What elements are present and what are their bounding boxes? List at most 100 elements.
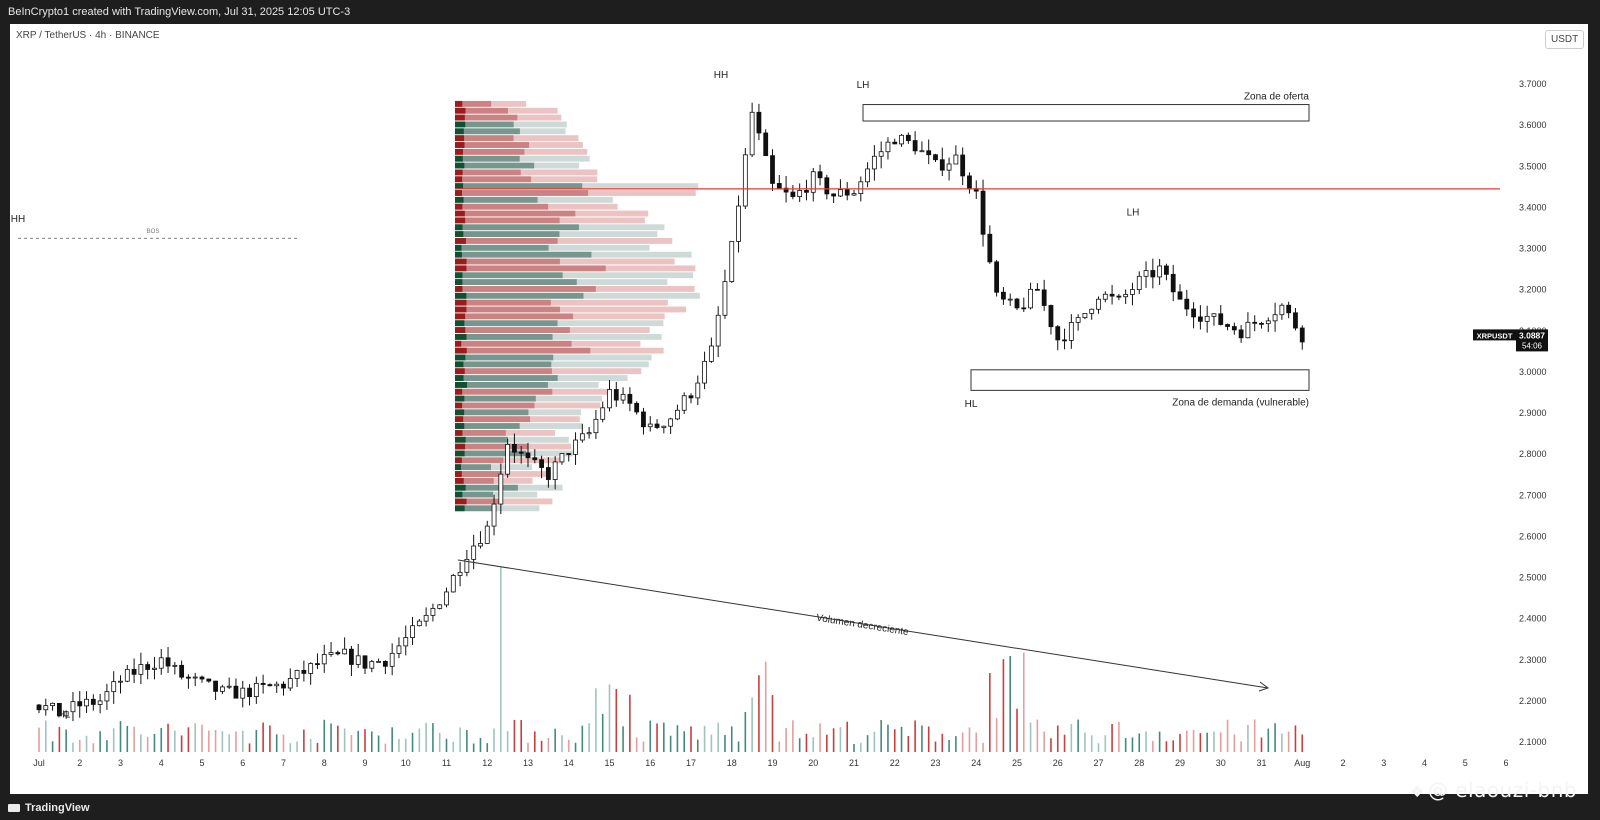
profile-row-core bbox=[455, 169, 463, 176]
profile-row-inner bbox=[455, 484, 518, 491]
profile-row-core bbox=[455, 155, 463, 162]
price-chart[interactable]: Zona de oferta Zona de demanda (vulnerabl… bbox=[0, 0, 1600, 796]
annotation-label: Zona de demanda (vulnerable) bbox=[1172, 397, 1309, 408]
candle-down bbox=[179, 664, 185, 678]
annotation-label: LH bbox=[1127, 208, 1140, 219]
candle-down bbox=[641, 411, 646, 428]
profile-row-core bbox=[455, 238, 466, 244]
candle-up bbox=[1130, 289, 1135, 295]
candle-down bbox=[382, 660, 388, 667]
candle-up bbox=[369, 661, 375, 669]
candle-up bbox=[1245, 321, 1251, 339]
profile-row-core bbox=[455, 416, 464, 423]
candle-up bbox=[410, 625, 415, 638]
candle-up bbox=[471, 545, 477, 560]
chart-panel[interactable] bbox=[10, 24, 1588, 794]
price-tag-countdown: 54:06 bbox=[1522, 341, 1543, 350]
profile-row-inner bbox=[455, 251, 592, 258]
candle-up bbox=[946, 163, 952, 171]
candle-up bbox=[851, 193, 857, 196]
profile-row-core bbox=[455, 484, 466, 491]
profile-row bbox=[455, 436, 569, 443]
candle-up bbox=[1102, 293, 1108, 300]
profile-row-core bbox=[455, 395, 465, 402]
profile-row-inner bbox=[455, 429, 506, 436]
attribution-text: BeInCrypto1 created with TradingView.com… bbox=[8, 6, 351, 18]
candle-up bbox=[1007, 298, 1013, 301]
candle-down bbox=[763, 132, 769, 157]
price-tag-value: 3.0887 bbox=[1519, 330, 1545, 340]
profile-row-inner bbox=[455, 491, 493, 498]
price-axis[interactable]: 3.70003.60003.50003.40003.30003.20003.10… bbox=[1519, 79, 1547, 747]
annotation-label: HL bbox=[965, 399, 978, 410]
candle-down bbox=[315, 663, 320, 665]
tradingview-logo[interactable]: TradingView bbox=[8, 796, 90, 820]
x-tick-label: 14 bbox=[564, 758, 574, 768]
x-tick-label: 22 bbox=[890, 758, 900, 768]
profile-row-inner bbox=[455, 203, 549, 210]
candle-down bbox=[90, 698, 96, 705]
profile-row-core bbox=[455, 409, 465, 416]
candle-down bbox=[539, 459, 544, 468]
x-tick-label: 30 bbox=[1216, 758, 1226, 768]
candle-up bbox=[1123, 294, 1129, 298]
annotation-label: HL bbox=[58, 709, 71, 720]
candle-down bbox=[362, 655, 368, 669]
profile-row-inner bbox=[455, 505, 497, 512]
profile-row-inner bbox=[455, 231, 560, 238]
profile-row-inner bbox=[455, 176, 532, 183]
profile-row-core bbox=[455, 244, 462, 251]
candle-up bbox=[43, 705, 49, 711]
candle-up bbox=[1211, 313, 1217, 317]
profile-row bbox=[455, 333, 662, 340]
candle-down bbox=[1150, 270, 1156, 278]
symbol-label[interactable]: XRP / TetherUS · 4h · BINANCE bbox=[16, 30, 160, 41]
candle-down bbox=[1001, 291, 1006, 300]
trend-arrow-line bbox=[457, 559, 1269, 689]
candle-up bbox=[403, 637, 409, 647]
candle-up bbox=[287, 678, 293, 689]
profile-row-inner bbox=[455, 258, 560, 265]
profile-row-inner bbox=[455, 477, 494, 484]
candle-down bbox=[824, 177, 830, 195]
x-tick-label: Aug bbox=[1294, 758, 1310, 768]
candle-up bbox=[742, 154, 748, 207]
profile-row-core bbox=[455, 114, 465, 121]
x-tick-label: 2 bbox=[1340, 758, 1345, 768]
profile-row-core bbox=[455, 423, 465, 429]
candle-up bbox=[321, 654, 327, 665]
candle-up bbox=[253, 682, 259, 698]
profile-row bbox=[455, 354, 652, 361]
candle-down bbox=[518, 451, 524, 454]
y-tick-label: 3.4000 bbox=[1519, 202, 1547, 212]
profile-row bbox=[455, 169, 598, 176]
profile-row bbox=[455, 244, 650, 251]
time-axis[interactable]: Jul 2 3 4 5 6 7 8 9 10 11 12 13 14 15 16 17 18 19 20 21 22 23 2… bbox=[33, 758, 1508, 768]
candle-up bbox=[586, 432, 592, 435]
profile-row-core bbox=[455, 231, 464, 238]
profile-row-core bbox=[455, 498, 467, 505]
candle-down bbox=[688, 395, 694, 399]
profile-row-inner bbox=[455, 368, 552, 375]
candle-up bbox=[871, 155, 877, 170]
candle-up bbox=[437, 604, 443, 609]
candle-down bbox=[634, 402, 640, 413]
candle-up bbox=[607, 389, 612, 409]
profile-row-inner bbox=[455, 142, 530, 148]
profile-row-inner bbox=[455, 347, 591, 354]
candle-up bbox=[1075, 317, 1081, 323]
candle-up bbox=[647, 423, 653, 428]
profile-row-inner bbox=[455, 162, 535, 169]
x-tick-label: 9 bbox=[362, 758, 367, 768]
currency-button[interactable]: USDT bbox=[1545, 30, 1585, 49]
profile-row-inner bbox=[455, 471, 502, 477]
y-tick-label: 3.2000 bbox=[1519, 285, 1547, 295]
profile-row-inner bbox=[455, 375, 558, 381]
candle-up bbox=[552, 461, 558, 480]
profile-row-inner bbox=[455, 388, 553, 395]
candle-down bbox=[1231, 326, 1237, 331]
profile-row-core bbox=[455, 100, 463, 107]
candle-up bbox=[97, 700, 103, 705]
profile-row-core bbox=[455, 107, 466, 114]
